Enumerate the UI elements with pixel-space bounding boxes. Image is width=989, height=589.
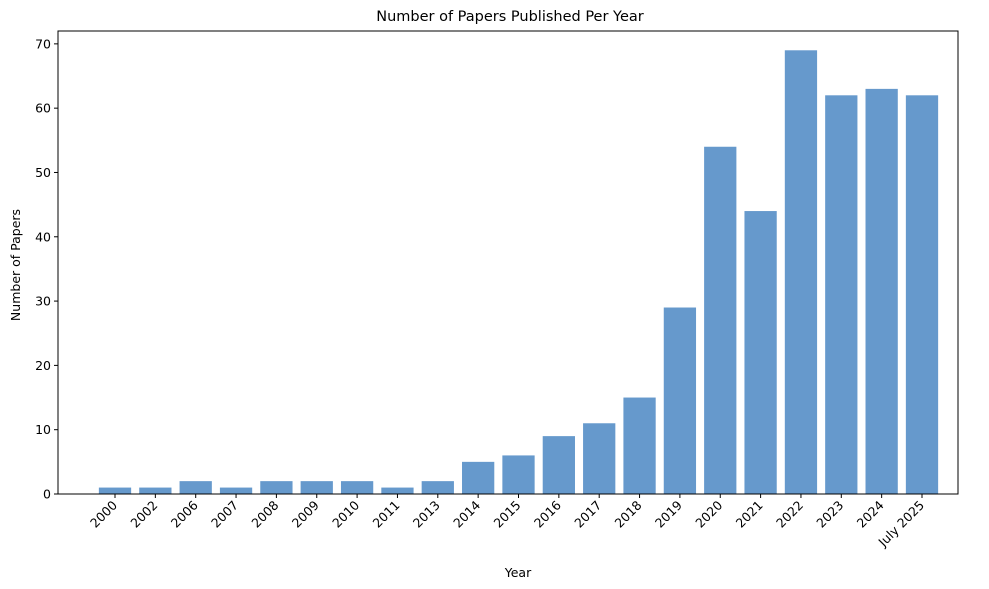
y-tick-label: 30	[35, 294, 51, 309]
bar-2020	[704, 146, 737, 494]
bar-2024	[865, 88, 898, 494]
x-tick-label: 2000	[87, 497, 120, 530]
bar-2018	[623, 397, 656, 494]
x-tick-label: 2018	[612, 497, 645, 530]
x-tick-label: 2007	[208, 498, 241, 531]
x-tick-label: 2008	[248, 497, 281, 530]
bar-2017	[583, 423, 616, 494]
x-tick-label: 2011	[369, 498, 402, 531]
bar-2011	[381, 487, 414, 494]
y-tick-label: 10	[35, 422, 51, 437]
x-tick-label: 2021	[733, 498, 766, 531]
y-tick-label: 0	[43, 487, 51, 502]
x-tick-label: 2022	[773, 498, 806, 531]
y-tick-label: 60	[35, 101, 51, 116]
y-tick-label: 70	[35, 36, 51, 51]
bar-2014	[462, 461, 495, 494]
bar-2013	[421, 481, 454, 494]
bars	[98, 50, 939, 495]
x-tick-label: 2010	[329, 497, 362, 530]
bar-2021	[744, 211, 777, 495]
bar-2022	[784, 50, 818, 495]
x-tick-label: 2024	[854, 497, 887, 530]
x-tick-label: 2015	[491, 498, 524, 531]
x-tick-label: 2020	[692, 497, 725, 530]
bar-2023	[825, 95, 858, 495]
x-tick-label: 2006	[168, 497, 201, 530]
bar-2006	[179, 481, 212, 494]
x-tick-label: 2017	[571, 498, 604, 531]
x-tick-label: 2023	[813, 498, 846, 531]
bar-2019	[663, 307, 697, 494]
x-tick-label: 2013	[410, 498, 443, 531]
y-tick-label: 20	[35, 358, 51, 373]
x-tick-label: 2009	[289, 497, 322, 530]
bar-2016	[542, 436, 575, 494]
x-tick-label: 2002	[127, 498, 160, 531]
x-axis-ticks: 2000 2002 2006 2007 2008 2009 2010 2011 2013 2014…	[87, 494, 927, 550]
bar-2007	[219, 487, 253, 494]
bar-2000	[98, 487, 132, 494]
bar-2009	[300, 481, 333, 494]
y-axis-label: Number of Papers	[8, 209, 23, 321]
x-tick-label: 2016	[531, 497, 564, 530]
y-tick-label: 50	[35, 165, 51, 180]
bar-2008	[260, 481, 293, 494]
x-axis-label: Year	[504, 565, 532, 580]
x-tick-label: 2014	[450, 497, 483, 530]
x-tick-label: 2019	[652, 497, 685, 530]
bar-2015	[502, 455, 535, 494]
y-axis-ticks: 0 10 20 30 40 50 60 70	[35, 36, 58, 502]
plot-frame	[57, 30, 959, 495]
chart-title: Number of Papers Published Per Year	[376, 9, 644, 25]
bar-2002	[139, 487, 172, 494]
bar-july-2025	[905, 95, 939, 495]
bar-2010	[340, 481, 374, 494]
y-tick-label: 40	[35, 229, 51, 244]
